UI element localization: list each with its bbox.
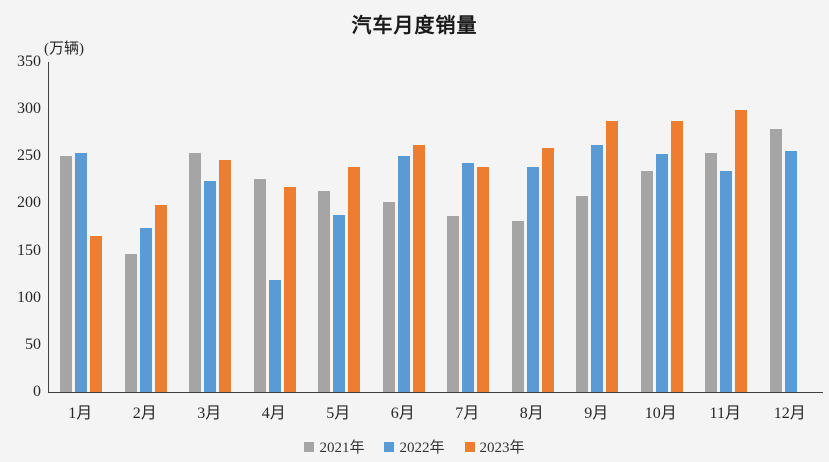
bar-2023年-10月 — [670, 121, 683, 392]
bar-2022年-11月 — [720, 171, 733, 392]
bar-2021年-3月 — [189, 153, 202, 392]
x-axis-label-9月: 9月 — [584, 405, 609, 422]
x-axis-label-6月: 6月 — [390, 405, 415, 422]
y-axis-tick-label: 150 — [17, 241, 41, 259]
legend-label: 2021年 — [319, 440, 365, 456]
bar-group-11月 — [694, 62, 759, 392]
bar-2021年-5月 — [318, 191, 331, 392]
chart-title: 汽车月度销量 — [351, 15, 478, 37]
bar-2022年-2月 — [139, 228, 152, 392]
bar-2021年-8月 — [511, 221, 524, 392]
legend-swatch-2021年 — [304, 441, 315, 452]
x-axis-label-10月: 10月 — [644, 405, 677, 422]
y-axis-tick-label: 0 — [33, 383, 41, 400]
bar-2023年-2月 — [154, 205, 167, 392]
bar-2022年-7月 — [462, 163, 475, 392]
y-axis-tick-label: 200 — [17, 194, 41, 212]
bar-2021年-6月 — [382, 202, 395, 392]
bar-2021年-9月 — [576, 196, 589, 392]
bar-group-12月 — [759, 62, 824, 392]
bar-2021年-11月 — [705, 153, 718, 392]
bar-2021年-12月 — [769, 129, 782, 392]
legend-item-2022年: 2022年 — [384, 436, 445, 457]
bar-group-9月 — [565, 62, 630, 392]
bar-group-10月 — [630, 62, 695, 392]
bar-group-2月 — [114, 62, 179, 392]
bar-2022年-10月 — [655, 154, 668, 392]
bar-2021年-2月 — [124, 254, 137, 392]
x-axis-label-12月: 12月 — [773, 405, 806, 422]
bar-2021年-1月 — [60, 156, 73, 392]
bar-2021年-7月 — [447, 216, 460, 392]
x-axis-label-3月: 3月 — [197, 405, 222, 422]
bar-2021年-4月 — [253, 179, 266, 392]
x-axis-label-1月: 1月 — [68, 405, 93, 422]
bar-2022年-3月 — [204, 181, 217, 392]
bar-2022年-9月 — [591, 145, 604, 392]
plot-area — [48, 62, 823, 393]
legend-swatch-2022年 — [384, 441, 395, 452]
x-axis-label-8月: 8月 — [519, 405, 544, 422]
bar-2023年-4月 — [283, 187, 296, 392]
bar-group-7月 — [436, 62, 501, 392]
legend-label: 2023年 — [479, 440, 525, 456]
bar-group-5月 — [307, 62, 372, 392]
bar-group-3月 — [178, 62, 243, 392]
legend-label: 2022年 — [399, 440, 445, 456]
legend: 2021年 2022年 2023年 — [0, 436, 829, 457]
x-axis-label-2月: 2月 — [132, 405, 157, 422]
x-axis-label-5月: 5月 — [326, 405, 351, 422]
bar-2022年-1月 — [75, 153, 88, 392]
y-axis-tick-label: 100 — [17, 288, 41, 306]
legend-item-2021年: 2021年 — [304, 436, 364, 457]
y-axis-tick-label: 300 — [17, 100, 41, 118]
bar-group-8月 — [501, 62, 566, 392]
bar-groups — [49, 62, 823, 392]
bar-2022年-6月 — [397, 156, 410, 392]
legend-item-2023年: 2023年 — [464, 436, 525, 457]
bar-2023年-5月 — [348, 167, 361, 392]
bar-2023年-8月 — [541, 148, 554, 392]
bar-2023年-7月 — [477, 167, 490, 392]
x-axis-label-4月: 4月 — [261, 405, 286, 422]
bar-group-1月 — [49, 62, 114, 392]
x-axis-label-7月: 7月 — [455, 405, 480, 422]
bar-2021年-10月 — [640, 171, 653, 392]
bar-2022年-5月 — [333, 215, 346, 392]
bar-2023年-6月 — [412, 145, 425, 392]
bar-2023年-9月 — [606, 121, 619, 392]
y-axis-unit-label: (万辆) — [44, 41, 84, 57]
legend-swatch-2023年 — [464, 441, 475, 452]
bar-2022年-4月 — [268, 280, 281, 392]
bar-2022年-8月 — [526, 167, 539, 392]
y-axis-tick-label: 50 — [25, 335, 41, 353]
bar-2023年-1月 — [90, 236, 103, 392]
bar-2022年-12月 — [784, 151, 797, 392]
bar-2023年-3月 — [219, 160, 232, 392]
x-axis-label-11月: 11月 — [709, 405, 741, 422]
x-axis-labels: 1月 2月 3月 4月 5月 6月 7月 8月 9月 10月 11月 12月 — [48, 399, 822, 423]
bar-group-6月 — [372, 62, 437, 392]
bar-2023年-11月 — [735, 110, 748, 392]
bar-group-4月 — [243, 62, 308, 392]
y-axis-tick-label: 250 — [17, 147, 41, 165]
y-axis-tick-label: 350 — [17, 53, 41, 70]
